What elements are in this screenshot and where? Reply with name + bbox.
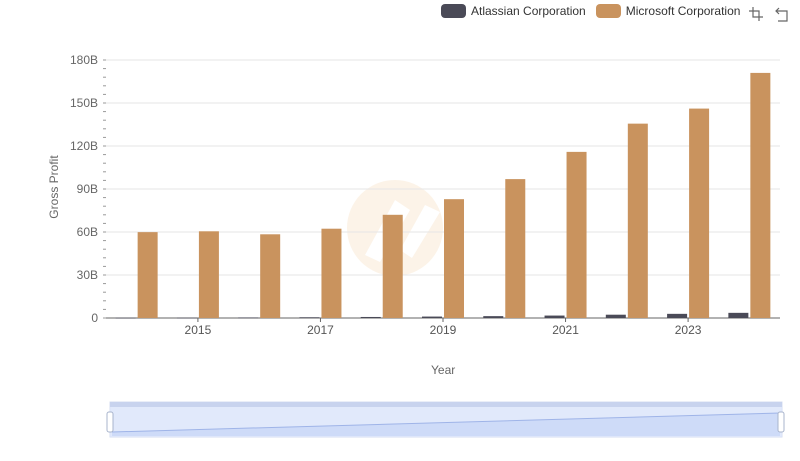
y-tick-label: 0	[91, 311, 98, 325]
legend-label-atlassian: Atlassian Corporation	[471, 4, 586, 18]
bar-microsoft-2016[interactable]	[260, 234, 281, 318]
bar-atlassian-2020[interactable]	[483, 316, 504, 318]
bar-microsoft-2022[interactable]	[627, 123, 648, 318]
bar-atlassian-2024[interactable]	[728, 312, 749, 318]
bar-atlassian-2018[interactable]	[360, 316, 381, 318]
bar-atlassian-2019[interactable]	[422, 316, 442, 318]
zoom-top-bar[interactable]	[110, 402, 782, 407]
y-tick-label: 180B	[70, 53, 98, 67]
legend-item-microsoft[interactable]: Microsoft Corporation	[595, 4, 741, 18]
bar-microsoft-2015[interactable]	[198, 231, 219, 318]
y-tick-label: 30B	[77, 268, 98, 282]
data-zoom-slider[interactable]	[106, 401, 785, 438]
bar-microsoft-2018[interactable]	[382, 214, 403, 318]
x-tick-label: 2021	[552, 323, 579, 337]
y-tick-label: 150B	[70, 96, 98, 110]
x-axis: 2015 2017 2019 2021 2023	[106, 317, 780, 337]
zoom-select-icon[interactable]	[748, 6, 764, 22]
y-tick-label: 90B	[77, 182, 98, 196]
legend-label-microsoft: Microsoft Corporation	[625, 4, 741, 18]
y-axis-title: Gross Profit	[47, 155, 61, 219]
bar-microsoft-2021[interactable]	[566, 151, 587, 318]
x-tick-label: 2019	[430, 323, 457, 337]
y-axis: 0 30B 60B 90B 120B 150B 180B	[70, 53, 106, 325]
zoom-reset-icon[interactable]	[774, 6, 790, 22]
bar-atlassian-2016[interactable]	[238, 317, 259, 319]
bar-microsoft-2023[interactable]	[689, 108, 710, 318]
bar-microsoft-2020[interactable]	[505, 179, 526, 318]
legend-item-atlassian[interactable]: Atlassian Corporation	[441, 4, 586, 18]
bar-atlassian-2022[interactable]	[605, 314, 626, 318]
zoom-handle-right[interactable]	[777, 411, 785, 433]
bar-atlassian-2015[interactable]	[176, 317, 197, 319]
y-tick-label: 120B	[70, 139, 98, 153]
bar-microsoft-2014[interactable]	[137, 232, 158, 318]
bar-microsoft-2017[interactable]	[321, 228, 342, 318]
bar-atlassian-2017[interactable]	[299, 317, 320, 319]
bar-microsoft-2024[interactable]	[750, 72, 771, 319]
legend: Atlassian Corporation Microsoft Corporat…	[441, 4, 750, 18]
bar-atlassian-2021[interactable]	[544, 315, 565, 318]
legend-swatch-atlassian	[441, 4, 466, 18]
bar-microsoft-2019[interactable]	[444, 199, 464, 318]
x-tick-label: 2015	[185, 323, 212, 337]
bar-atlassian-2023[interactable]	[667, 313, 688, 318]
x-tick-label: 2017	[307, 323, 334, 337]
zoom-handle-left[interactable]	[106, 411, 114, 433]
legend-swatch-microsoft	[595, 4, 621, 18]
x-tick-label: 2023	[675, 323, 702, 337]
x-axis-title: Year	[431, 363, 456, 377]
zoom-preview-line	[112, 413, 780, 436]
bar-atlassian-2014[interactable]	[115, 317, 136, 319]
bars	[115, 72, 771, 319]
y-tick-label: 60B	[77, 225, 98, 239]
